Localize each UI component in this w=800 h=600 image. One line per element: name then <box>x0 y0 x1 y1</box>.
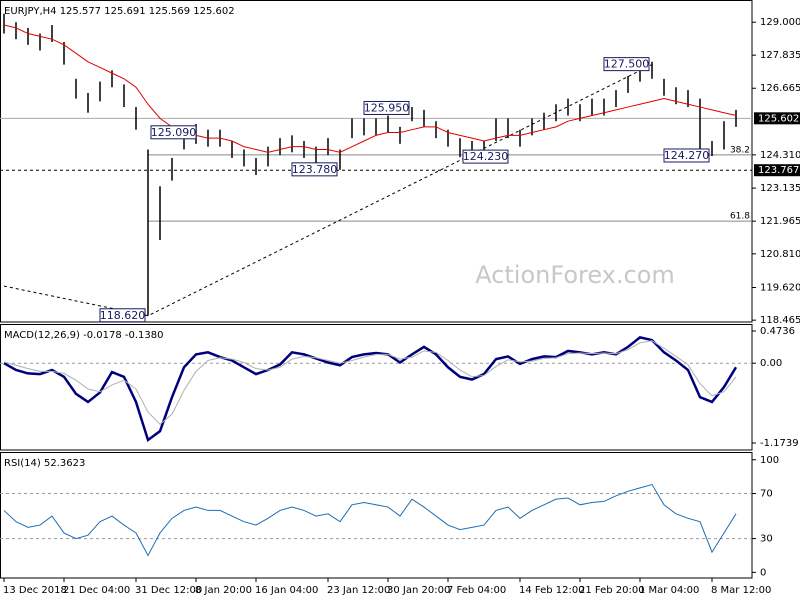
price-annotation-box <box>291 162 338 177</box>
price-annotation: 124.230 <box>463 150 509 163</box>
x-tick-label: 8 Mar 12:00 <box>711 585 771 596</box>
price-annotation: 127.500 <box>604 58 650 71</box>
x-tick-label: 14 Feb 12:00 <box>519 585 585 596</box>
price-annotation-box <box>150 125 197 140</box>
y-tick-label: 124.310 <box>760 150 800 161</box>
level-box <box>754 164 800 177</box>
level-label: 123.767 <box>758 165 799 176</box>
fib-label: 61.8 <box>730 212 750 222</box>
price-annotation: 124.270 <box>664 149 710 162</box>
y-tick-label: 30 <box>760 534 773 545</box>
x-tick-label: 30 Jan 20:00 <box>387 585 450 596</box>
price-annotation-box <box>462 149 509 164</box>
price-annotation: 118.620 <box>100 309 146 322</box>
y-tick-label: 119.620 <box>760 282 800 293</box>
y-tick-label: 126.665 <box>760 83 800 94</box>
fib-label: 38.2 <box>730 145 750 155</box>
price-annotation: 123.780 <box>292 163 338 176</box>
price-annotation-box <box>99 308 146 323</box>
last-price-box <box>754 112 800 125</box>
y-tick-label: 120.810 <box>760 249 800 260</box>
watermark: ActionForex.com <box>475 261 675 289</box>
y-tick-label: 0 <box>760 567 766 578</box>
price-annotation: 125.950 <box>364 101 410 114</box>
y-tick-label: 129.000 <box>760 17 800 28</box>
moving-average <box>3 24 737 153</box>
x-tick-label: 13 Dec 2018 <box>3 585 67 596</box>
price-annotation-box <box>663 148 710 163</box>
y-tick-label: 0.00 <box>760 358 782 369</box>
panel-title: EURJPY,H4 125.577 125.691 125.569 125.60… <box>4 6 235 17</box>
panel-frame <box>0 452 753 579</box>
x-tick-label: 21 Dec 04:00 <box>63 585 130 596</box>
price-annotation: 125.090 <box>151 126 197 139</box>
x-tick-label: 16 Jan 04:00 <box>255 585 318 596</box>
price-annotation-box <box>363 100 410 115</box>
panel-title: RSI(14) 52.3623 <box>4 458 85 469</box>
x-tick-label: 1 Mar 04:00 <box>639 585 699 596</box>
x-tick-label: 31 Dec 12:00 <box>135 585 202 596</box>
series-line <box>3 483 737 557</box>
panel-frame <box>0 324 753 451</box>
y-tick-label: 0.4736 <box>760 326 795 337</box>
y-tick-label: 121.965 <box>760 216 800 227</box>
price-annotation-box <box>603 57 650 72</box>
y-tick-label: 70 <box>760 489 773 500</box>
y-tick-label: 118.465 <box>760 315 800 326</box>
x-tick-label: 8 Jan 20:00 <box>195 585 252 596</box>
y-tick-label: -1.1739 <box>760 438 799 449</box>
panel-title: MACD(12,26,9) -0.0178 -0.1380 <box>4 330 164 341</box>
x-tick-label: 7 Feb 04:00 <box>447 585 506 596</box>
y-tick-label: 100 <box>760 455 779 466</box>
panel-frame <box>0 0 753 323</box>
y-tick-label: 127.835 <box>760 50 800 61</box>
x-tick-label: 23 Jan 12:00 <box>327 585 390 596</box>
last-price-label: 125.602 <box>758 113 799 124</box>
y-tick-label: 123.135 <box>760 183 800 194</box>
x-tick-label: 21 Feb 20:00 <box>579 585 645 596</box>
series-line <box>3 340 737 426</box>
